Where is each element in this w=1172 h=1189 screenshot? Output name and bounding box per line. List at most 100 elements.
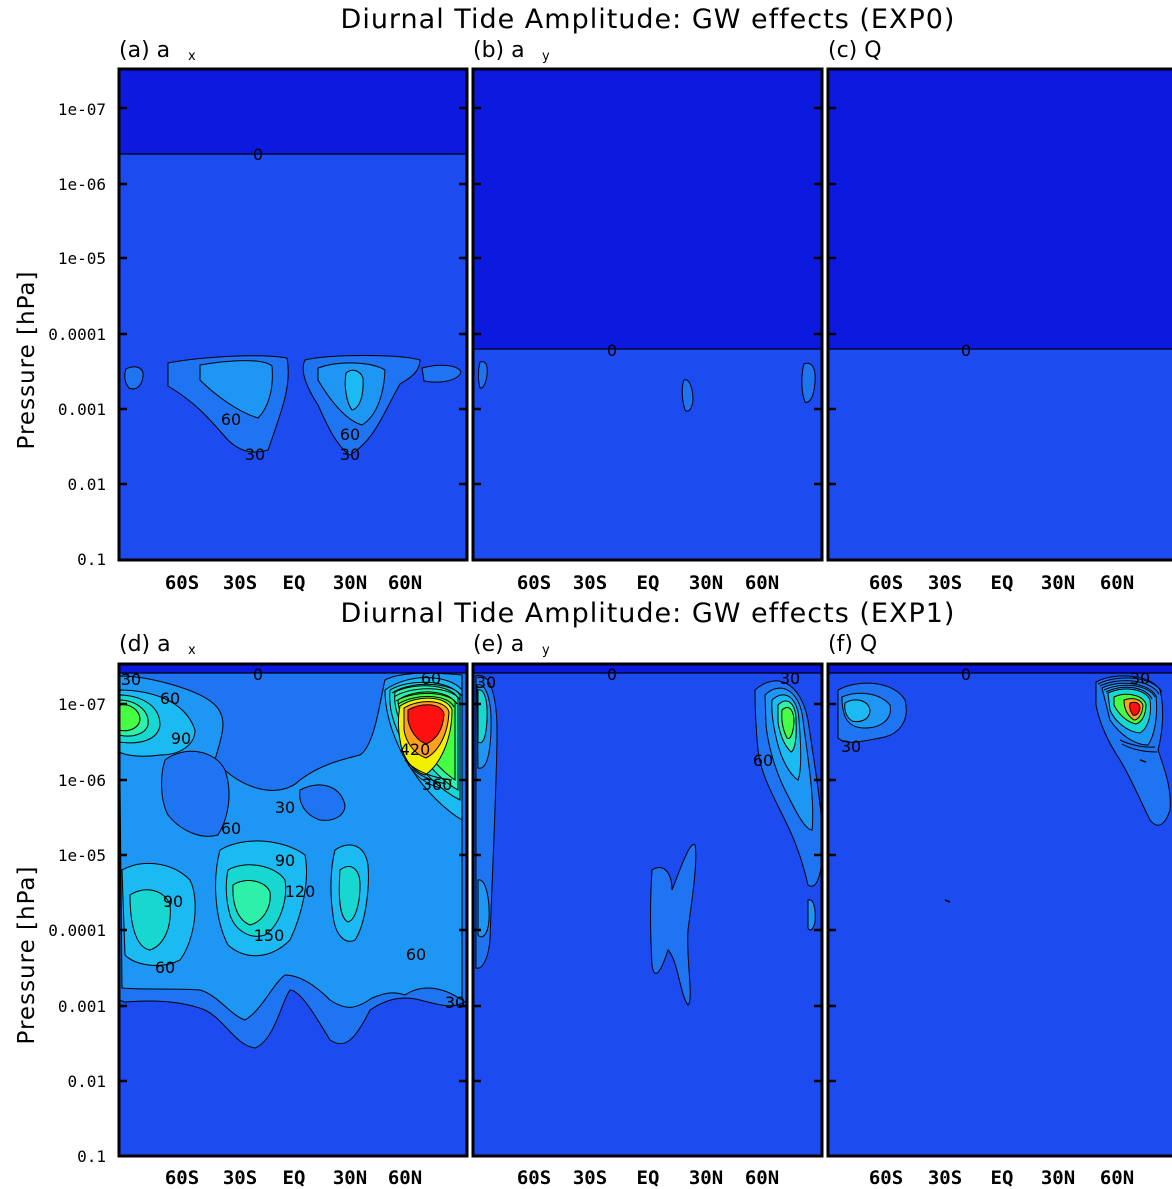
x-tick-label: EQ — [991, 1167, 1014, 1189]
x-tick-label: 60N — [745, 572, 779, 594]
y-tick-label: 0.01 — [67, 1072, 106, 1091]
x-tick-label: 60S — [869, 1167, 903, 1189]
contour-label: 150 — [254, 926, 285, 945]
y-tick-label: 0.001 — [58, 400, 106, 419]
x-tick-label: 60N — [1100, 572, 1134, 594]
x-tick-labels-b: 60S 30S EQ 30N 60N — [517, 572, 779, 594]
y-tick-label: 1e-07 — [58, 100, 106, 119]
panel-d-field — [119, 664, 467, 1156]
svg-text:(d) a: (d) a — [119, 632, 171, 657]
panel-b-frame — [471, 67, 824, 562]
contour-label: 420 — [400, 740, 431, 759]
contour-label: 60 — [155, 958, 175, 977]
x-tick-label: 30N — [333, 1167, 367, 1189]
svg-text:y: y — [542, 643, 550, 658]
panel-b-field — [473, 69, 822, 560]
panel-b-contour-labels: 0 — [607, 341, 617, 360]
panel-label-e: (e) a y — [473, 632, 550, 658]
x-tick-label: EQ — [283, 1167, 306, 1189]
x-tick-label: 60S — [165, 572, 199, 594]
svg-text:(a) a: (a) a — [119, 38, 170, 63]
y-axis-label-top: Pressure [hPa] — [14, 271, 40, 450]
x-tick-label: EQ — [991, 572, 1014, 594]
y-tick-labels-top: 1e-07 1e-06 1e-05 0.0001 0.001 0.01 0.1 — [48, 100, 106, 569]
y-tick-label: 1e-07 — [58, 695, 106, 714]
panel-d-contour-labels: 0 30 60 90 60 420 360 30 60 90 120 90 15… — [121, 665, 465, 1012]
svg-text:(f) Q: (f) Q — [828, 632, 877, 657]
contour-label: 0 — [961, 665, 971, 684]
panel-frames — [117, 67, 1172, 1158]
panel-label-b: (b) a y — [473, 38, 550, 64]
panel-a-frame — [117, 67, 469, 562]
x-tick-label: 30N — [1041, 572, 1075, 594]
x-tick-label: 60N — [388, 572, 422, 594]
panel-label-a: (a) a x — [119, 38, 196, 64]
x-tick-label: 30S — [573, 572, 607, 594]
panel-f-field — [828, 664, 1172, 1156]
y-tick-label: 0.0001 — [48, 921, 106, 940]
contour-label: 30 — [275, 798, 295, 817]
y-tick-label: 1e-06 — [58, 175, 106, 194]
y-axis-label-bottom: Pressure [hPa] — [14, 866, 40, 1045]
y-tick-label: 1e-05 — [58, 846, 106, 865]
x-tick-label: 30N — [689, 572, 723, 594]
y-tick-label: 0.1 — [77, 550, 106, 569]
svg-text:y: y — [542, 49, 550, 64]
contour-label: 60 — [340, 425, 360, 444]
x-tick-label: 60S — [165, 1167, 199, 1189]
x-tick-label: EQ — [637, 572, 660, 594]
contour-label: 60 — [160, 689, 180, 708]
contour-label: 30 — [780, 669, 800, 688]
x-tick-labels-c: 60S 30S EQ 30N 60N — [869, 572, 1134, 594]
panel-a-field — [119, 69, 467, 560]
x-tick-label: 60N — [745, 1167, 779, 1189]
y-tick-label: 0.0001 — [48, 325, 106, 344]
x-tick-label: 30N — [689, 1167, 723, 1189]
x-tick-label: 30S — [573, 1167, 607, 1189]
panel-d-frame — [117, 662, 469, 1158]
contour-label: 60 — [221, 410, 241, 429]
svg-text:(b) a: (b) a — [473, 38, 525, 63]
svg-text:(c) Q: (c) Q — [828, 38, 882, 63]
tick-marks — [119, 106, 836, 1083]
contour-label: 90 — [163, 892, 183, 911]
contour-label: 30 — [445, 993, 465, 1012]
panel-label-c: (c) Q — [828, 38, 882, 63]
contour-label: 60 — [421, 669, 441, 688]
contour-label: 0 — [961, 341, 971, 360]
x-tick-label: 30S — [223, 1167, 257, 1189]
panel-c-field — [828, 69, 1172, 560]
x-tick-label: 30S — [928, 572, 962, 594]
y-tick-label: 1e-06 — [58, 771, 106, 790]
contour-label: 60 — [753, 751, 773, 770]
x-tick-labels-f: 60S 30S EQ 30N 60N — [869, 1167, 1134, 1189]
x-tick-label: 30N — [1041, 1167, 1075, 1189]
y-tick-label: 1e-05 — [58, 249, 106, 268]
panel-label-d: (d) a x — [119, 632, 196, 658]
contour-label: 30 — [1130, 669, 1150, 688]
contour-label: 120 — [285, 882, 316, 901]
panel-f-contour-labels: 0 30 30 — [841, 665, 1150, 756]
x-tick-label: 30S — [928, 1167, 962, 1189]
contour-label: 30 — [476, 673, 496, 692]
contour-label: 0 — [607, 341, 617, 360]
x-tick-labels-d: 60S 30S EQ 30N 60N — [165, 1167, 422, 1189]
figure-title-exp1: Diurnal Tide Amplitude: GW effects (EXP1… — [341, 598, 956, 629]
y-tick-label: 0.001 — [58, 997, 106, 1016]
y-tick-labels-bottom: 1e-07 1e-06 1e-05 0.0001 0.001 0.01 0.1 — [48, 695, 106, 1166]
figure-title-exp0: Diurnal Tide Amplitude: GW effects (EXP0… — [341, 4, 956, 35]
contour-label: 30 — [340, 445, 360, 464]
y-tick-label: 0.01 — [67, 475, 106, 494]
y-tick-label: 0.1 — [77, 1147, 106, 1166]
x-tick-labels-e: 60S 30S EQ 30N 60N — [517, 1167, 779, 1189]
contour-label: 60 — [221, 819, 241, 838]
contour-label: 90 — [171, 729, 191, 748]
contour-label: 90 — [275, 851, 295, 870]
panel-label-f: (f) Q — [828, 632, 877, 657]
contour-label: 360 — [422, 775, 453, 794]
panel-c-frame — [826, 67, 1172, 562]
contour-label: 0 — [253, 665, 263, 684]
x-tick-label: 60N — [388, 1167, 422, 1189]
contour-label: 30 — [121, 670, 141, 689]
